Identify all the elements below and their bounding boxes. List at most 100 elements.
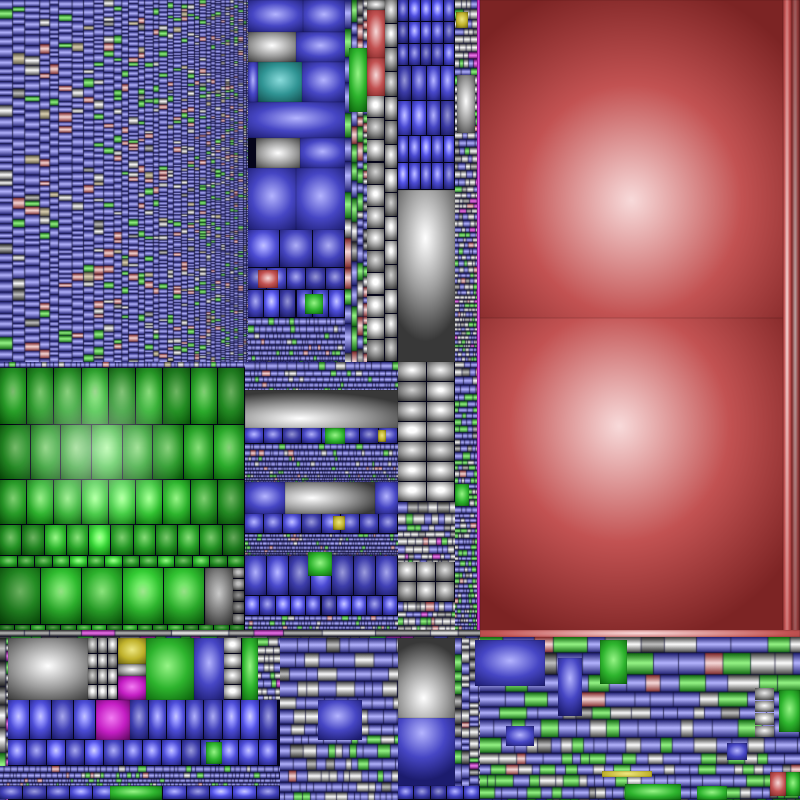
big-red-cushion-bottom[interactable]	[480, 318, 783, 636]
green-row[interactable]	[0, 480, 245, 525]
red-column-block[interactable]	[367, 10, 385, 58]
treemap-tile[interactable]	[52, 556, 69, 567]
treemap-tile[interactable]	[210, 556, 227, 567]
treemap-tile[interactable]	[367, 229, 384, 251]
green-tile[interactable]	[325, 428, 345, 444]
treemap-tile[interactable]	[306, 596, 321, 615]
green-row[interactable]	[0, 368, 245, 425]
treemap-tile[interactable]	[70, 786, 93, 799]
magenta-cushion[interactable]	[118, 676, 146, 700]
blue-block[interactable]	[300, 138, 345, 168]
treemap-tile[interactable]	[409, 163, 420, 189]
treemap-tile[interactable]	[0, 568, 40, 624]
treemap-tile[interactable]	[123, 568, 163, 624]
treemap-tile[interactable]	[385, 72, 397, 96]
treemap-tile[interactable]	[233, 602, 244, 613]
treemap-tile[interactable]	[186, 786, 209, 799]
green-wide-tile[interactable]	[110, 786, 162, 800]
treemap-tile[interactable]	[430, 786, 447, 799]
treemap-tile[interactable]	[98, 653, 107, 668]
yellow-cushion[interactable]	[118, 638, 146, 664]
treemap-tile[interactable]	[443, 22, 454, 43]
treemap-tile[interactable]	[122, 425, 153, 479]
gray-cushion-wide[interactable]	[245, 390, 398, 428]
treemap-tile[interactable]	[443, 0, 454, 21]
red-bottom-edge[interactable]	[480, 630, 800, 637]
green-tile[interactable]	[308, 552, 332, 576]
dark-edge-column[interactable]	[0, 638, 8, 800]
blue-cushion[interactable]	[194, 638, 224, 700]
treemap-tile[interactable]	[220, 740, 239, 765]
treemap-tile[interactable]	[426, 66, 440, 100]
treemap-tile[interactable]	[224, 669, 241, 684]
treemap-tile[interactable]	[447, 786, 463, 799]
treemap-tile[interactable]	[385, 241, 397, 265]
treemap-tile[interactable]	[163, 368, 190, 424]
bright-gray-column[interactable]	[385, 0, 398, 362]
magenta-separator[interactable]	[477, 0, 480, 637]
treemap-tile[interactable]	[385, 289, 397, 313]
treemap-tile[interactable]	[233, 590, 244, 602]
treemap-tile[interactable]	[426, 462, 454, 481]
treemap-tile[interactable]	[340, 428, 359, 443]
blue-block[interactable]	[245, 482, 285, 514]
gray-tile[interactable]	[118, 664, 146, 676]
treemap-tile[interactable]	[417, 582, 435, 601]
treemap-tile[interactable]	[398, 562, 416, 581]
treemap-tile[interactable]	[8, 700, 29, 739]
treemap-tile[interactable]	[398, 402, 426, 421]
treemap-tile[interactable]	[367, 162, 384, 184]
treemap-tile[interactable]	[22, 525, 44, 555]
treemap-tile[interactable]	[264, 290, 280, 317]
treemap-tile[interactable]	[233, 579, 244, 590]
treemap-tile[interactable]	[432, 0, 443, 21]
red-strip[interactable]	[792, 0, 800, 636]
treemap-tile[interactable]	[398, 163, 409, 189]
treemap-tile[interactable]	[108, 669, 117, 684]
gray-block[interactable]	[205, 568, 233, 625]
treemap-tile[interactable]	[190, 368, 217, 424]
treemap-tile[interactable]	[245, 596, 260, 615]
treemap-tile[interactable]	[312, 230, 344, 267]
treemap-tile[interactable]	[46, 786, 69, 799]
treemap-tile[interactable]	[398, 582, 416, 601]
treemap-tile[interactable]	[192, 556, 209, 567]
treemap-tile[interactable]	[167, 700, 185, 739]
sliver-row[interactable]	[0, 630, 480, 638]
big-gray-cushion[interactable]	[398, 638, 455, 718]
treemap-tile[interactable]	[398, 382, 426, 401]
treemap-tile[interactable]	[385, 313, 397, 337]
green-cushion[interactable]	[242, 638, 258, 700]
treemap-tile[interactable]	[70, 556, 87, 567]
treemap-tile[interactable]	[412, 66, 426, 100]
treemap-tile[interactable]	[398, 362, 426, 381]
treemap-tile[interactable]	[385, 120, 397, 144]
treemap-tile[interactable]	[398, 0, 409, 21]
treemap-tile[interactable]	[227, 556, 244, 567]
magenta-cushion[interactable]	[96, 700, 130, 740]
blue-tile-row[interactable]	[8, 740, 278, 766]
treemap-tile[interactable]	[409, 44, 420, 65]
treemap-tile[interactable]	[398, 136, 409, 162]
treemap-tile[interactable]	[98, 684, 107, 699]
treemap-tile[interactable]	[136, 480, 163, 524]
gray-cushion-stack[interactable]	[398, 362, 455, 502]
treemap-tile[interactable]	[420, 44, 432, 65]
blue-block[interactable]	[248, 102, 345, 138]
treemap-tile[interactable]	[367, 317, 384, 339]
treemap-tile[interactable]	[136, 368, 163, 424]
blue-sliver[interactable]	[248, 62, 258, 102]
treemap-tile[interactable]	[420, 136, 432, 162]
green-row-thin[interactable]	[0, 556, 245, 568]
blue-tile-row[interactable]	[248, 230, 345, 268]
treemap-tile[interactable]	[367, 140, 384, 162]
treemap-tile[interactable]	[426, 422, 454, 441]
treemap-tile[interactable]	[264, 428, 283, 443]
treemap-tile[interactable]	[178, 525, 200, 555]
gray-ribbed-column[interactable]	[367, 96, 385, 362]
blue-block[interactable]	[296, 32, 345, 62]
treemap-tile[interactable]	[200, 525, 222, 555]
speckle-band[interactable]	[245, 362, 398, 390]
green-cushion[interactable]	[625, 784, 681, 800]
treemap-tile[interactable]	[88, 638, 97, 653]
